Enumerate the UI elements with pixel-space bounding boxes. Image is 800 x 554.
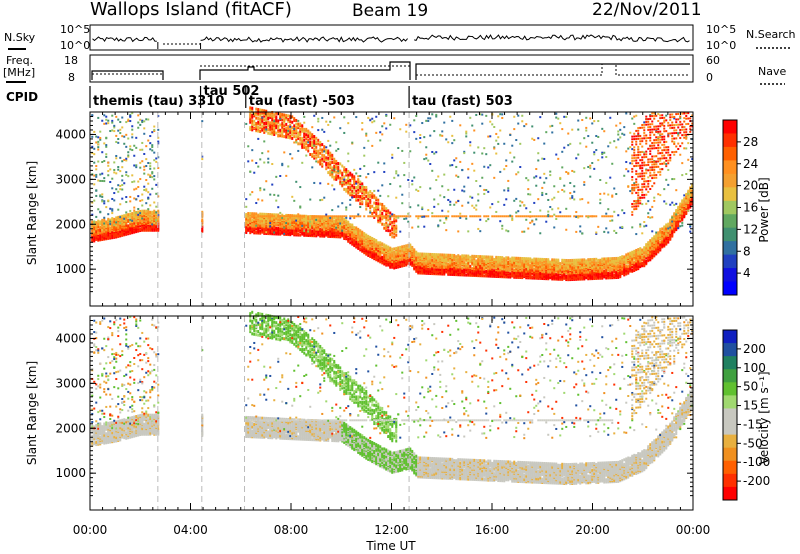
colorbar-swatch bbox=[723, 120, 737, 134]
velocity-ylabel: Slant Range [km] bbox=[25, 361, 39, 465]
colorbar-swatch bbox=[723, 133, 737, 148]
date-title: 22/Nov/2011 bbox=[592, 0, 702, 20]
colorbar-swatch bbox=[723, 214, 737, 229]
colorbar-tick-label: -200 bbox=[743, 474, 770, 488]
velocity-colorbar: 200 100 50 15 -15 -50 -100 -200 bbox=[722, 329, 770, 501]
colorbar-swatch bbox=[723, 434, 737, 449]
colorbar-swatch bbox=[723, 200, 737, 215]
colorbar-swatch bbox=[723, 330, 737, 344]
freq-tick-bottom: 8 bbox=[68, 71, 75, 84]
colorbar-swatch bbox=[723, 268, 737, 283]
cpid-segment-label: tau (fast) -503 bbox=[249, 94, 355, 109]
nsearch-label: N.Search bbox=[746, 28, 796, 41]
colorbar-swatch bbox=[723, 486, 737, 501]
cpid-segment-label: themis (tau) 3310 bbox=[93, 94, 224, 109]
x-axis-label: Time UT bbox=[365, 539, 416, 553]
y-tick-label: 2000 bbox=[55, 421, 86, 435]
colorbar-tick-label: -100 bbox=[743, 455, 770, 469]
colorbar-tick-label: -50 bbox=[743, 436, 763, 450]
colorbar-swatch bbox=[723, 343, 737, 357]
nsky-trace bbox=[92, 34, 690, 49]
colorbar-swatch bbox=[723, 460, 737, 475]
x-tick-label: 00:00 bbox=[73, 523, 108, 537]
colorbar-swatch bbox=[723, 173, 737, 188]
nsky-strip: N.Sky 10^5 10^0 10^5 10^0 N.Search bbox=[4, 23, 796, 52]
colorbar-tick-label: 28 bbox=[743, 135, 758, 149]
power-ylabel: Slant Range [km] bbox=[25, 161, 39, 265]
colorbar-swatch bbox=[723, 473, 737, 488]
colorbar-swatch bbox=[723, 227, 737, 242]
colorbar-tick-label: 20 bbox=[743, 179, 758, 193]
colorbar-swatch bbox=[723, 369, 737, 383]
colorbar-swatch bbox=[723, 408, 737, 423]
power-panel: 1000 2000 3000 4000 Slant Range [km] bbox=[25, 106, 694, 307]
colorbar-swatch bbox=[723, 447, 737, 462]
power-colorbar: 28 24 20 16 12 8 4 bbox=[722, 119, 758, 296]
colorbar-swatch bbox=[723, 356, 737, 370]
colorbar-tick-label: 50 bbox=[743, 380, 758, 394]
velocity-colorbar-label: Velocity [m s⁻¹] bbox=[757, 371, 771, 464]
x-tick-label: 20:00 bbox=[575, 523, 610, 537]
colorbar-tick-label: 24 bbox=[743, 157, 758, 171]
nsky-tick-top: 10^5 bbox=[60, 23, 90, 36]
x-tick-label: 00:00 bbox=[676, 523, 711, 537]
colorbar-tick-label: 12 bbox=[743, 222, 758, 236]
colorbar-tick-label: 16 bbox=[743, 201, 758, 215]
x-tick-label: 12:00 bbox=[374, 523, 409, 537]
y-tick-label: 3000 bbox=[55, 172, 86, 186]
colorbar-tick-label: 4 bbox=[743, 266, 751, 280]
nave-tick-bottom: 0 bbox=[706, 71, 713, 84]
nsearch-tick-bottom: 10^0 bbox=[706, 39, 736, 52]
nsky-label: N.Sky bbox=[4, 31, 36, 44]
beam-title: Beam 19 bbox=[352, 1, 428, 21]
colorbar-swatch bbox=[723, 382, 737, 396]
nave-label: Nave bbox=[758, 65, 786, 78]
freq-label: Freq. bbox=[6, 54, 33, 67]
y-tick-label: 4000 bbox=[55, 127, 86, 141]
nsearch-tick-top: 10^5 bbox=[706, 23, 736, 36]
x-tick-label: 16:00 bbox=[475, 523, 510, 537]
y-tick-label: 3000 bbox=[55, 376, 86, 390]
colorbar-tick-label: -15 bbox=[743, 417, 763, 431]
freq-strip: Freq. [MHz] 18 8 60 0 Nave bbox=[3, 54, 786, 85]
cpid-label: CPID bbox=[6, 90, 38, 104]
y-tick-label: 4000 bbox=[55, 331, 86, 345]
colorbar-swatch bbox=[723, 146, 737, 161]
cpid-segment-label: tau (fast) 503 bbox=[412, 94, 513, 109]
colorbar-swatch bbox=[723, 187, 737, 202]
colorbar-swatch bbox=[723, 254, 737, 269]
y-tick-label: 1000 bbox=[55, 466, 86, 480]
colorbar-swatch bbox=[723, 421, 737, 436]
velocity-panel: 1000 2000 3000 4000 Slant Range [km] bbox=[25, 310, 694, 511]
colorbar-tick-label: 8 bbox=[743, 244, 751, 258]
colorbar-tick-label: 15 bbox=[743, 399, 758, 413]
station-title: Wallops Island (fitACF) bbox=[90, 0, 292, 20]
freq-unit-label: [MHz] bbox=[3, 66, 35, 79]
power-colorbar-label: Power [dB] bbox=[757, 177, 771, 242]
colorbar-tick-label: 200 bbox=[743, 342, 766, 356]
nave-tick-top: 60 bbox=[706, 54, 720, 67]
x-tick-label: 08:00 bbox=[274, 523, 309, 537]
y-tick-label: 1000 bbox=[55, 262, 86, 276]
nsky-tick-bottom: 10^0 bbox=[60, 39, 90, 52]
colorbar-tick-label: 100 bbox=[743, 361, 766, 375]
colorbar-swatch bbox=[723, 160, 737, 175]
x-tick-label: 04:00 bbox=[173, 523, 208, 537]
colorbar-swatch bbox=[723, 395, 737, 409]
colorbar-swatch bbox=[723, 241, 737, 256]
colorbar-swatch bbox=[723, 281, 737, 296]
y-tick-label: 2000 bbox=[55, 217, 86, 231]
freq-tick-top: 18 bbox=[64, 54, 78, 67]
